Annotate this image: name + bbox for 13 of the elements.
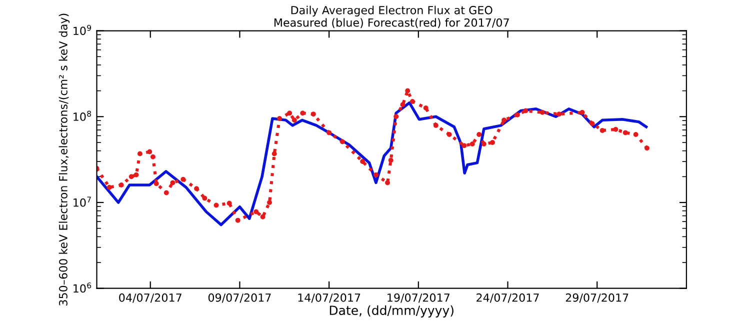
y-tick-label: 10$^{6}$ [74,282,92,293]
x-tick-label: 19/07/2017 [388,293,450,303]
y-tick-label: 10$^{8}$ [74,110,92,121]
chart-title: Daily Averaged Electron Flux at GEO Measured (blue) Forecast(red) for 2017/07 [274,6,509,28]
x-tick-label: 04/07/2017 [119,293,182,303]
x-axis-title: Date, (dd/mm/yyyy) [330,305,454,318]
x-tick-label: 09/07/2017 [208,293,271,303]
x-tick-label: 24/07/2017 [476,293,539,303]
x-tick-label: 14/07/2017 [298,293,360,303]
y-tick-label: 10$^{9}$ [74,24,91,36]
y-axis-title: 350–600 keV Electron Flux,electrons/(cm² s keV day) [58,14,70,306]
x-tick-label: 29/07/2017 [566,293,628,303]
y-tick-label: 10$^{7}$ [74,196,91,207]
